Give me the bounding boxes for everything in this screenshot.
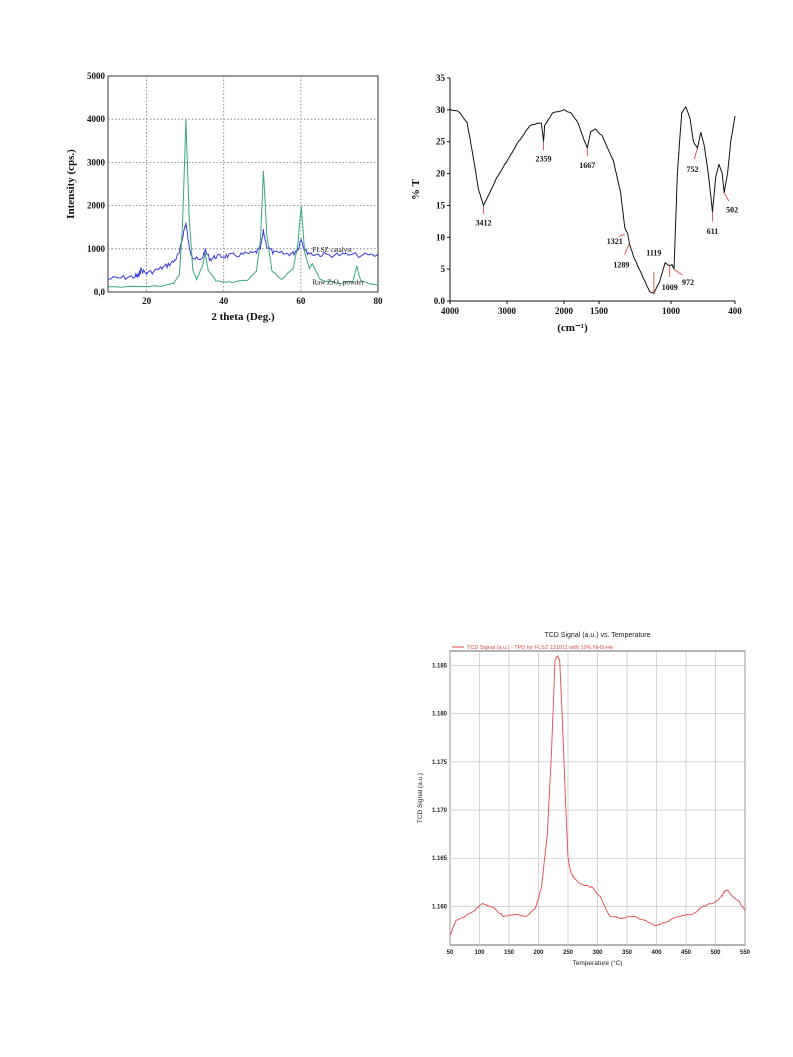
ftir-y-tick-label: 35 bbox=[436, 73, 446, 83]
ftir-peak-label: 1289 bbox=[613, 261, 629, 270]
ftir-x-tick-label: 3000 bbox=[498, 306, 517, 316]
xrd-series-line-zro2 bbox=[107, 119, 379, 288]
xrd-y-tick-label: 1000 bbox=[87, 244, 106, 254]
tpd-x-tick-label: 300 bbox=[592, 950, 603, 956]
ftir-y-tick-label: 5 bbox=[441, 264, 446, 274]
tpd-x-tick-label: 400 bbox=[651, 950, 662, 956]
tpd-legend-label: TCD Signal (a.u.) - TPD for FLSZ 131011 … bbox=[467, 645, 613, 651]
ftir-y-tick-label: 10 bbox=[436, 232, 446, 242]
ftir-peak-label: 1667 bbox=[579, 161, 595, 170]
ftir-peak-label: 611 bbox=[707, 227, 719, 236]
ftir-chart-svg: 4000 3000 2000 1500 1000 400 0.0 5 10 15 20 25 30 35 3… bbox=[410, 73, 742, 334]
xrd-y-tick-label: 0,0 bbox=[94, 287, 106, 297]
tpd-y-tick-label: 1.180 bbox=[432, 712, 448, 718]
ftir-x-tick-label: 2000 bbox=[555, 306, 574, 316]
ftir-peak-marker bbox=[624, 243, 630, 255]
xrd-plot-frame bbox=[107, 75, 379, 293]
xrd-x-tick-label: 40 bbox=[219, 296, 229, 306]
tpd-x-tick-label: 50 bbox=[447, 950, 454, 956]
tpd-signal-line bbox=[449, 654, 746, 936]
tpd-x-tick-label: 200 bbox=[533, 950, 544, 956]
ftir-peak-marker bbox=[694, 147, 698, 159]
tpd-x-tick-label: 150 bbox=[504, 950, 515, 956]
ftir-peak-label: 972 bbox=[682, 278, 694, 287]
ftir-peak-label: 1321 bbox=[607, 237, 623, 246]
ftir-chart: 4000 3000 2000 1500 1000 400 0.0 5 10 15 20 25 30 35 3… bbox=[410, 66, 745, 356]
tpd-x-tick-label: 350 bbox=[622, 950, 633, 956]
xrd-series-line-flsz bbox=[107, 222, 379, 281]
xrd-y-axis-label: Intensity (cps.) bbox=[65, 149, 77, 219]
xrd-x-tick-label: 80 bbox=[374, 296, 384, 306]
ftir-peak-label: 1119 bbox=[646, 248, 661, 257]
tpd-x-tick-label: 250 bbox=[563, 950, 574, 956]
tpd-chart-title: TCD Signal (a.u.) vs. Temperature bbox=[544, 632, 650, 639]
ftir-y-tick-label: 20 bbox=[436, 169, 446, 179]
tpd-y-tick-label: 1.165 bbox=[432, 856, 448, 862]
ftir-y-tick-label: 0.0 bbox=[434, 296, 446, 306]
tpd-y-tick-label: 1.170 bbox=[432, 808, 448, 814]
ftir-peak-label: 752 bbox=[686, 165, 698, 174]
xrd-chart-svg: 20 40 60 80 0,0 1000 2000 3000 4000 5000 FLSZ cata… bbox=[65, 71, 384, 323]
xrd-y-tick-label: 2000 bbox=[87, 201, 106, 211]
ftir-peak-marker bbox=[723, 192, 730, 202]
ftir-x-tick-label: 400 bbox=[728, 306, 742, 316]
xrd-x-tick-label: 60 bbox=[296, 296, 306, 306]
ftir-peak-label: 502 bbox=[726, 206, 738, 215]
tpd-chart-svg: TCD Signal (a.u.) vs. Temperature TCD Sig… bbox=[417, 632, 751, 967]
tpd-x-tick-label: 550 bbox=[740, 950, 751, 956]
ftir-x-axis-label: (cm⁻¹) bbox=[557, 322, 588, 334]
xrd-annotation-zro2: Raw ZrO₂ powder bbox=[312, 279, 364, 287]
ftir-y-axis-label: % T bbox=[410, 178, 422, 200]
tpd-x-tick-label: 100 bbox=[474, 950, 485, 956]
tpd-y-tick-label: 1.160 bbox=[432, 904, 448, 910]
ftir-peak-marker bbox=[618, 233, 625, 237]
xrd-x-tick-label: 20 bbox=[142, 296, 152, 306]
xrd-y-tick-label: 5000 bbox=[87, 71, 106, 81]
xrd-x-axis-label: 2 theta (Deg.) bbox=[211, 311, 275, 323]
xrd-y-tick-label: 3000 bbox=[87, 157, 106, 167]
ftir-peak-label: 3412 bbox=[476, 218, 492, 227]
ftir-peak-marker bbox=[673, 268, 683, 276]
tpd-x-tick-label: 450 bbox=[681, 950, 692, 956]
xrd-chart: 20 40 60 80 0,0 1000 2000 3000 4000 5000 FLSZ cata… bbox=[60, 66, 390, 326]
tpd-y-tick-label: 1.185 bbox=[432, 663, 448, 669]
tpd-y-tick-label: 1.175 bbox=[432, 760, 448, 766]
tpd-y-axis-label: TCD Signal (a.u.) bbox=[417, 773, 424, 823]
ftir-peak-label: 2359 bbox=[536, 155, 552, 164]
xrd-annotation-flsz: FLSZ catalyst bbox=[312, 246, 352, 254]
xrd-y-tick-label: 4000 bbox=[87, 114, 106, 124]
ftir-y-tick-label: 25 bbox=[436, 137, 446, 147]
ftir-peak-label: 1009 bbox=[662, 283, 678, 292]
tpd-x-tick-label: 500 bbox=[710, 950, 721, 956]
ftir-x-tick-label: 1500 bbox=[590, 306, 609, 316]
tpd-chart: TCD Signal (a.u.) vs. Temperature TCD Sig… bbox=[410, 625, 755, 980]
ftir-y-tick-label: 30 bbox=[436, 105, 446, 115]
ftir-y-tick-label: 15 bbox=[436, 200, 446, 210]
ftir-spectrum-line bbox=[449, 105, 736, 295]
tpd-x-axis-label: Temperature (°C) bbox=[573, 959, 623, 967]
ftir-x-tick-label: 4000 bbox=[441, 306, 460, 316]
ftir-x-tick-label: 1000 bbox=[662, 306, 681, 316]
